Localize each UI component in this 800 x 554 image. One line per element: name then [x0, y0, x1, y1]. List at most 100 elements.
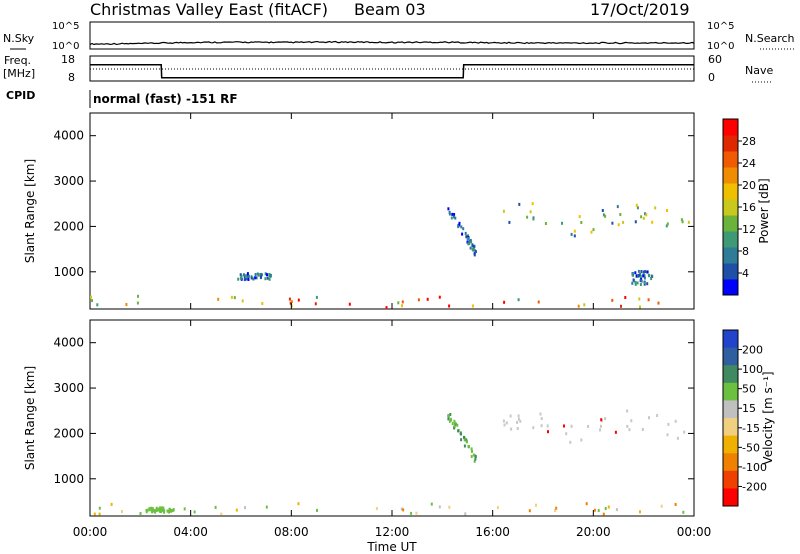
heatmap-cell [546, 424, 549, 428]
colorbar-tick-label: 24 [742, 157, 756, 170]
heatmap-cell [539, 412, 542, 416]
heatmap-cell [587, 424, 590, 428]
heatmap-cell [466, 237, 469, 240]
heatmap-cell [640, 215, 643, 219]
colorbar-tick-label: 50 [742, 383, 756, 396]
heatmap-cell [636, 281, 639, 285]
heatmap-cell [400, 507, 403, 511]
heatmap-cell [634, 280, 637, 284]
heatmap-cell [682, 510, 685, 514]
colorbar-cell [723, 365, 738, 384]
heatmap-cell [385, 306, 388, 310]
colorbar-cell [723, 418, 738, 437]
heatmap-cell [651, 220, 654, 224]
heatmap-cell [239, 276, 242, 280]
heatmap-cell [573, 234, 576, 238]
heatmap-cell [316, 508, 318, 512]
heatmap-cell [463, 444, 466, 448]
heatmap-cell [544, 222, 547, 225]
heatmap-cell [617, 223, 620, 227]
heatmap-cell [554, 509, 557, 512]
heatmap-cell [154, 508, 157, 512]
heatmap-cell [526, 215, 529, 219]
heatmap-cell [471, 247, 474, 251]
heatmap-cell [471, 449, 473, 453]
colorbar-frame [722, 329, 739, 507]
heatmap-cell [639, 279, 642, 283]
heatmap-cell [417, 298, 420, 302]
colorbar-cell [723, 199, 738, 216]
heatmap-cell [450, 216, 453, 220]
heatmap-cell [454, 216, 457, 220]
colorbar-tick-label: 12 [742, 223, 756, 236]
heatmap-cell [93, 512, 96, 516]
colorbar-cell [723, 330, 738, 349]
colorbar-cell [723, 167, 738, 184]
heatmap-cell [401, 304, 403, 308]
power-colorbar-label: Power [dB] [757, 178, 771, 243]
heatmap-cell [96, 303, 99, 307]
heatmap-cell [449, 413, 452, 416]
heatmap-cell [620, 304, 622, 308]
heatmap-cell [448, 210, 451, 214]
heatmap-cell [447, 207, 450, 211]
nsearch-tick-high: 10^5 [707, 21, 734, 32]
heatmap-cell [193, 510, 196, 514]
heatmap-cell [98, 512, 101, 516]
heatmap-cell [154, 510, 157, 514]
heatmap-cell [593, 508, 596, 512]
heatmap-cell [136, 301, 139, 305]
freq-label: Freq. [4, 54, 31, 67]
heatmap-cell [265, 505, 268, 509]
y-tick-label: 4000 [53, 129, 84, 143]
heatmap-cell [532, 217, 535, 221]
heatmap-cell [644, 270, 647, 274]
heatmap-cell [638, 273, 640, 277]
heatmap-cell [470, 240, 473, 244]
heatmap-cell [646, 282, 649, 286]
heatmap-cell [471, 304, 474, 308]
heatmap-cell [660, 504, 663, 508]
heatmap-cell [269, 273, 272, 277]
colorbar-cell [723, 151, 738, 168]
heatmap-cell [640, 279, 643, 283]
power-cells [90, 202, 690, 310]
heatmap-cell [640, 270, 643, 273]
heatmap-cell [639, 272, 642, 276]
heatmap-cell [259, 276, 262, 280]
heatmap-cell [246, 274, 249, 277]
nsky-series [89, 40, 695, 46]
heatmap-cell [604, 507, 607, 510]
heatmap-cell [289, 301, 292, 305]
freq-tick-low: 8 [68, 71, 75, 84]
heatmap-cell [161, 506, 164, 510]
heatmap-cell [569, 440, 572, 444]
heatmap-cell [448, 304, 451, 308]
heatmap-cell [639, 274, 642, 278]
heatmap-cell [656, 414, 659, 417]
heatmap-cell [157, 507, 160, 511]
heatmap-cell [502, 419, 505, 423]
heatmap-cell [465, 235, 468, 239]
heatmap-cell [464, 231, 467, 235]
nsky-tick-low: 10^0 [52, 41, 79, 52]
heatmap-cell [563, 424, 565, 428]
heatmap-cell [139, 512, 142, 515]
heatmap-cell [667, 422, 670, 426]
heatmap-cell [458, 223, 461, 227]
y-tick-label: 2000 [53, 219, 84, 233]
heatmap-cell [266, 276, 269, 280]
heatmap-cell [245, 275, 247, 279]
x-axis-label: Time UT [366, 540, 417, 554]
heatmap-cell [244, 506, 246, 510]
colorbar-cell [723, 435, 738, 454]
heatmap-cell [650, 277, 653, 281]
heatmap-cell [457, 429, 460, 433]
heatmap-cell [600, 418, 603, 422]
heatmap-cell [565, 432, 568, 436]
heatmap-cell [505, 421, 508, 425]
heatmap-cell [635, 274, 638, 278]
heatmap-cell [462, 227, 465, 231]
cpid-label: CPID [6, 89, 35, 102]
